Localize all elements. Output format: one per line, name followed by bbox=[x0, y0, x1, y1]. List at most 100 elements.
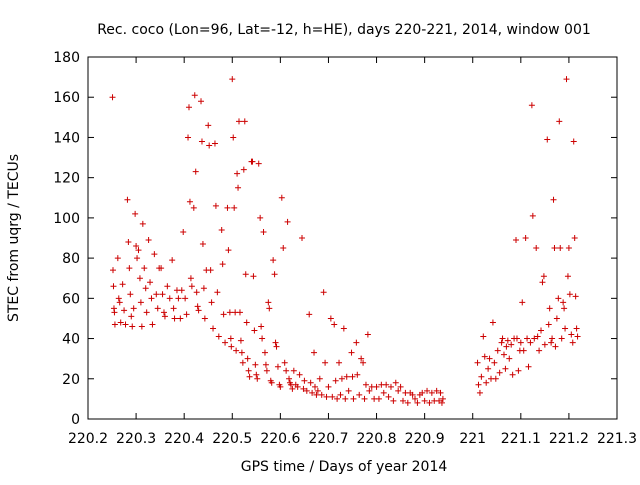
data-point bbox=[533, 245, 540, 252]
data-point bbox=[562, 325, 569, 332]
data-point bbox=[491, 359, 498, 366]
data-point bbox=[215, 333, 222, 340]
data-point bbox=[153, 291, 160, 298]
data-point bbox=[527, 339, 534, 346]
y-tick-label: 160 bbox=[53, 90, 80, 106]
data-point bbox=[552, 343, 559, 350]
data-point bbox=[426, 399, 433, 406]
data-point bbox=[257, 214, 264, 221]
data-point bbox=[180, 228, 187, 235]
data-point bbox=[236, 309, 243, 316]
data-point bbox=[226, 309, 233, 316]
data-point bbox=[522, 235, 529, 241]
x-tick-label: 220.5 bbox=[212, 431, 252, 447]
data-point bbox=[498, 339, 505, 346]
data-point bbox=[483, 379, 490, 386]
data-point bbox=[409, 391, 416, 398]
data-point bbox=[364, 331, 371, 338]
data-point bbox=[303, 387, 310, 394]
data-point bbox=[231, 204, 238, 211]
data-point bbox=[524, 335, 531, 342]
data-point bbox=[550, 196, 557, 203]
data-point bbox=[141, 265, 148, 272]
data-point bbox=[560, 299, 567, 306]
data-point bbox=[404, 399, 411, 406]
data-points bbox=[109, 76, 581, 406]
data-point bbox=[414, 399, 421, 406]
data-point bbox=[558, 335, 565, 342]
data-point bbox=[358, 355, 365, 362]
data-point bbox=[504, 337, 511, 344]
data-point bbox=[125, 239, 132, 246]
data-point bbox=[195, 307, 202, 314]
data-point bbox=[565, 245, 572, 252]
data-point bbox=[116, 299, 123, 306]
data-point bbox=[193, 289, 200, 296]
data-point bbox=[433, 387, 440, 394]
data-point bbox=[194, 303, 201, 310]
data-point bbox=[237, 337, 244, 344]
data-point bbox=[500, 351, 507, 358]
data-point bbox=[122, 321, 129, 328]
data-point bbox=[126, 265, 133, 272]
data-point bbox=[563, 76, 570, 83]
data-point bbox=[110, 267, 117, 274]
data-point bbox=[270, 257, 277, 264]
data-point bbox=[301, 377, 308, 384]
x-tick-label: 221 bbox=[459, 431, 486, 447]
data-point bbox=[205, 122, 212, 129]
data-point bbox=[224, 204, 231, 211]
y-axis-label: STEC from uqrg / TECUs bbox=[6, 154, 22, 322]
data-point bbox=[489, 319, 496, 326]
data-point bbox=[503, 343, 510, 350]
data-point bbox=[158, 265, 165, 272]
data-point bbox=[539, 279, 546, 286]
data-point bbox=[233, 347, 240, 354]
data-point bbox=[299, 235, 306, 241]
data-point bbox=[170, 305, 177, 312]
data-point bbox=[366, 387, 373, 394]
data-point bbox=[199, 241, 206, 248]
data-point bbox=[348, 349, 355, 356]
data-point bbox=[154, 305, 161, 312]
data-point bbox=[574, 333, 581, 340]
data-point bbox=[130, 305, 137, 312]
data-point bbox=[110, 283, 117, 290]
data-point bbox=[564, 273, 571, 280]
data-point bbox=[164, 283, 171, 290]
data-point bbox=[208, 299, 215, 306]
data-point bbox=[380, 389, 387, 396]
data-point bbox=[175, 295, 182, 302]
data-point bbox=[111, 321, 118, 328]
data-point bbox=[325, 383, 332, 390]
data-point bbox=[515, 367, 522, 374]
data-point bbox=[133, 243, 140, 250]
data-point bbox=[334, 395, 341, 402]
data-point bbox=[145, 237, 152, 244]
data-point bbox=[134, 255, 141, 262]
data-point bbox=[182, 295, 189, 302]
data-point bbox=[311, 383, 318, 390]
data-point bbox=[506, 355, 513, 362]
data-point bbox=[198, 98, 205, 105]
data-point bbox=[139, 220, 146, 227]
data-point bbox=[300, 385, 307, 392]
data-point bbox=[313, 391, 320, 398]
data-point bbox=[421, 397, 428, 404]
data-point bbox=[228, 343, 235, 350]
data-point bbox=[268, 379, 275, 386]
data-point bbox=[242, 271, 249, 278]
data-point bbox=[230, 134, 237, 141]
y-tick-label: 140 bbox=[53, 130, 80, 146]
data-point bbox=[540, 273, 547, 280]
data-point bbox=[129, 323, 136, 330]
data-point bbox=[439, 395, 446, 402]
data-point bbox=[114, 255, 121, 262]
x-tick-label: 220.4 bbox=[164, 431, 204, 447]
data-point bbox=[390, 397, 397, 404]
data-point bbox=[314, 387, 321, 394]
data-point bbox=[309, 389, 316, 396]
data-point bbox=[171, 315, 178, 322]
data-point bbox=[183, 311, 190, 318]
data-point bbox=[111, 309, 118, 316]
